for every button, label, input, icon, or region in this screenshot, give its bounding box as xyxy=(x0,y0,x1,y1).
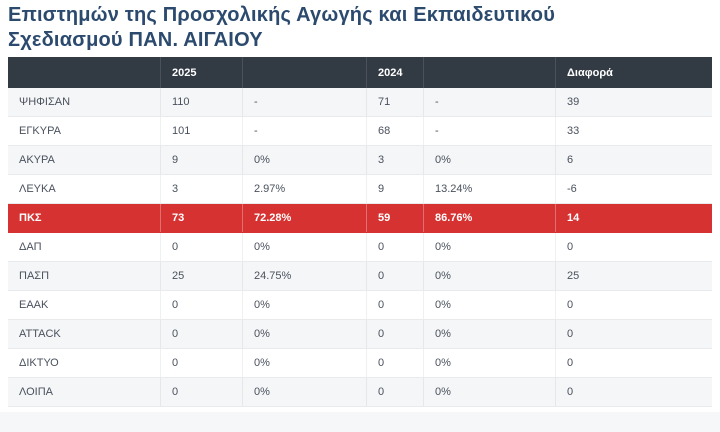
row-value: 110 xyxy=(160,88,242,116)
bottom-strip xyxy=(0,412,720,432)
table-header-row: 2025 2024 Διαφορά xyxy=(8,57,712,88)
row-value: 0% xyxy=(423,262,555,290)
row-value: 73 xyxy=(160,204,242,232)
table-row: ΛΟΙΠΑ 0 0% 0 0% 0 xyxy=(8,378,712,407)
row-value: 0% xyxy=(423,233,555,261)
row-value: 0% xyxy=(423,291,555,319)
row-label: ΠΑΣΠ xyxy=(19,270,50,282)
row-value: 33 xyxy=(555,117,712,145)
row-value: 72.28% xyxy=(242,204,366,232)
row-label: ΛΟΙΠΑ xyxy=(19,386,54,398)
row-value: 0 xyxy=(160,349,242,377)
table-row: ΔΙΚΤΥΟ 0 0% 0 0% 0 xyxy=(8,349,712,378)
row-value: 9 xyxy=(160,146,242,174)
row-value: 0 xyxy=(555,378,712,406)
row-value: 9 xyxy=(366,175,423,203)
row-value: 0% xyxy=(242,291,366,319)
row-value: 0% xyxy=(242,233,366,261)
row-value: 68 xyxy=(366,117,423,145)
table-row: ΨΗΦΙΣΑΝ 110-71-39 xyxy=(8,88,712,117)
table-row: ΠΑΣΠ 25 24.75% 0 0% 25 xyxy=(8,262,712,291)
row-value: 0 xyxy=(366,262,423,290)
row-value: 39 xyxy=(555,88,712,116)
row-value: 0 xyxy=(555,291,712,319)
row-value: 25 xyxy=(160,262,242,290)
page-title-line2: Σχεδιασμού ΠΑΝ. ΑΙΓΑΙΟΥ xyxy=(8,29,263,51)
column-header-empty xyxy=(242,57,366,88)
row-value: 0% xyxy=(242,320,366,348)
row-value: 0 xyxy=(366,320,423,348)
row-value: 71 xyxy=(366,88,423,116)
table-row: ΔΑΠ 0 0% 0 0% 0 xyxy=(8,233,712,262)
row-label: ΨΗΦΙΣΑΝ xyxy=(19,96,71,108)
row-value: 0% xyxy=(423,146,555,174)
table-row: ΛΕΥΚΑ 3 2.97% 9 13.24% -6 xyxy=(8,175,712,204)
row-label: ΛΕΥΚΑ xyxy=(19,183,56,195)
row-label: ΠΚΣ xyxy=(19,212,42,224)
row-value: 0% xyxy=(423,320,555,348)
column-header-2025: 2025 xyxy=(160,57,242,88)
row-value: 0 xyxy=(160,320,242,348)
table-row: ATTACK 0 0% 0 0% 0 xyxy=(8,320,712,349)
row-value: - xyxy=(242,117,366,145)
row-value: 0% xyxy=(242,349,366,377)
row-label: ΔΙΚΤΥΟ xyxy=(19,357,59,369)
election-results-table: 2025 2024 Διαφορά ΨΗΦΙΣΑΝ 110-71-39 ΕΓΚΥΡΑ 10… xyxy=(8,57,712,407)
row-label: ΑΚΥΡΑ xyxy=(19,154,55,166)
row-value: - xyxy=(242,88,366,116)
row-value: 14 xyxy=(555,204,712,232)
column-header-empty xyxy=(423,57,555,88)
row-value: - xyxy=(423,117,555,145)
row-value: 0 xyxy=(160,291,242,319)
table-row: ΑΚΥΡΑ 9 0% 3 0% 6 xyxy=(8,146,712,175)
row-value: 0 xyxy=(366,349,423,377)
page-title: Επιστημών της Προσχολικής Αγωγής και Εκπ… xyxy=(8,3,688,53)
row-value: - xyxy=(423,88,555,116)
row-value: 0 xyxy=(555,233,712,261)
row-value: 0 xyxy=(366,291,423,319)
row-value: 0 xyxy=(160,233,242,261)
table-row: ΕΓΚΥΡΑ 101-68-33 xyxy=(8,117,712,146)
row-value: 0% xyxy=(242,146,366,174)
row-label: ATTACK xyxy=(19,328,61,340)
row-value: 13.24% xyxy=(423,175,555,203)
page-title-line1: Επιστημών της Προσχολικής Αγωγής και Εκπ… xyxy=(8,4,556,26)
table-row: ΕΑΑΚ 0 0% 0 0% 0 xyxy=(8,291,712,320)
row-value: 0 xyxy=(366,233,423,261)
row-value: 0 xyxy=(160,378,242,406)
row-value: 3 xyxy=(366,146,423,174)
column-header-2024: 2024 xyxy=(366,57,423,88)
row-value: 2.97% xyxy=(242,175,366,203)
row-value: 101 xyxy=(160,117,242,145)
row-value: -6 xyxy=(555,175,712,203)
row-value: 0% xyxy=(423,378,555,406)
row-value: 86.76% xyxy=(423,204,555,232)
column-header-empty xyxy=(8,57,160,88)
row-value: 3 xyxy=(160,175,242,203)
row-label: ΕΓΚΥΡΑ xyxy=(19,125,61,137)
table-row-highlighted: ΠΚΣ 73 72.28% 59 86.76% 14 xyxy=(8,204,712,233)
row-value: 0 xyxy=(555,349,712,377)
row-value: 25 xyxy=(555,262,712,290)
table-body: ΨΗΦΙΣΑΝ 110-71-39 ΕΓΚΥΡΑ 101-68-33 ΑΚΥΡΑ 9 0% 3… xyxy=(8,88,712,407)
column-header-διαφορά: Διαφορά xyxy=(555,57,712,88)
row-value: 24.75% xyxy=(242,262,366,290)
row-value: 0% xyxy=(242,378,366,406)
row-label: ΔΑΠ xyxy=(19,241,42,253)
row-value: 0 xyxy=(555,320,712,348)
row-value: 59 xyxy=(366,204,423,232)
row-value: 6 xyxy=(555,146,712,174)
row-label: ΕΑΑΚ xyxy=(19,299,49,311)
row-value: 0 xyxy=(366,378,423,406)
row-value: 0% xyxy=(423,349,555,377)
